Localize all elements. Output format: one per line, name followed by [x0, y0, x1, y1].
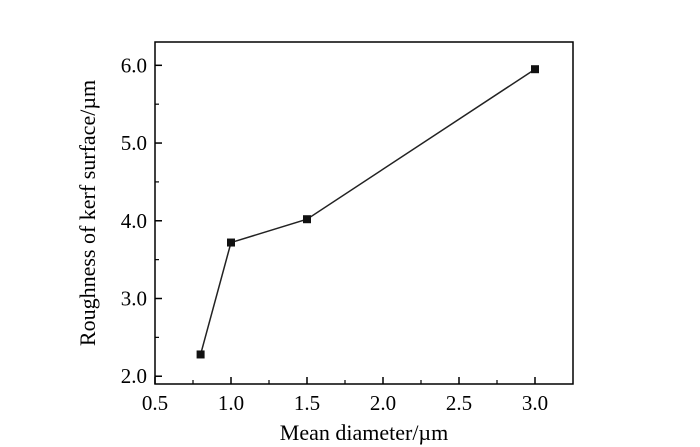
x-tick-label: 2.5 — [446, 391, 472, 415]
x-tick-label: 3.0 — [522, 391, 548, 415]
data-point-marker — [303, 215, 311, 224]
x-tick-label: 1.5 — [294, 391, 320, 415]
x-axis: 0.5 1.0 1.5 2.0 2.5 3.0 — [142, 377, 548, 415]
y-tick-label: 3.0 — [121, 287, 147, 311]
data-point-marker — [531, 65, 539, 74]
y-tick-label: 4.0 — [121, 209, 147, 233]
data-point-marker — [196, 350, 205, 359]
x-tick-label: 2.0 — [370, 391, 396, 415]
data-point-marker — [227, 238, 235, 247]
x-tick-label: 1.0 — [218, 391, 244, 415]
y-tick-label: 5.0 — [121, 131, 147, 155]
x-tick-label: 0.5 — [142, 391, 168, 415]
y-tick-label: 2.0 — [121, 364, 147, 388]
plot-area-frame — [154, 41, 574, 385]
series-line — [199, 68, 536, 355]
y-tick-label: 6.0 — [121, 53, 147, 77]
y-axis: 2.0 3.0 4.0 5.0 6.0 — [121, 53, 162, 388]
y-axis-label: Roughness of kerf surface/µm — [75, 80, 100, 346]
data-series — [196, 65, 539, 359]
x-axis-label: Mean diameter/µm — [280, 420, 448, 445]
